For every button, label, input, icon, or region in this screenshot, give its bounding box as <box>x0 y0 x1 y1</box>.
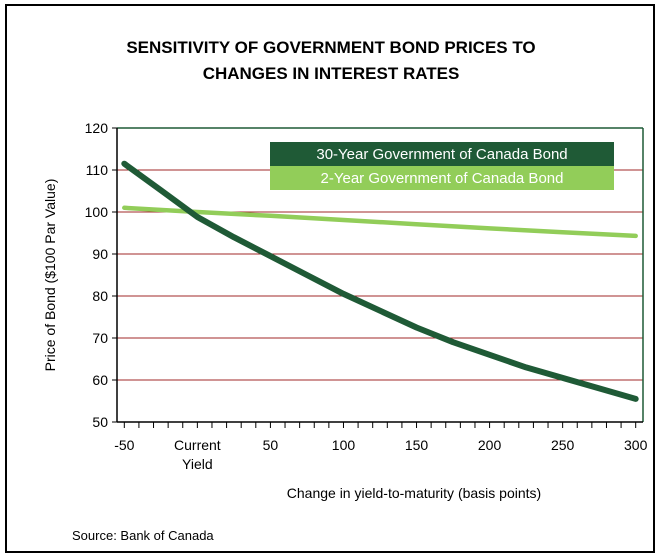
legend-label-2-year: 2-Year Government of Canada Bond <box>321 170 564 187</box>
y-tick-label-100: 100 <box>85 204 109 220</box>
series-line-30-year <box>121 160 639 402</box>
x-tick-label-250: 250 <box>551 437 575 453</box>
x-tick-label-50: 50 <box>263 437 279 453</box>
x-tick-label-300: 300 <box>624 437 648 453</box>
x-tick-label-0: Current <box>174 437 221 453</box>
legend-swatch-30-year <box>270 142 614 166</box>
source-note: Source: Bank of Canada <box>72 528 214 543</box>
chart-title-line-1: SENSITIVITY OF GOVERNMENT BOND PRICES TO <box>126 38 536 57</box>
series-line-2-year <box>122 205 638 239</box>
y-tick-label-90: 90 <box>92 246 108 262</box>
y-tick-label-50: 50 <box>92 414 108 430</box>
legend-label-30-year: 30-Year Government of Canada Bond <box>316 146 567 163</box>
x-tick-label-200: 200 <box>478 437 502 453</box>
x-tick-label-150: 150 <box>405 437 429 453</box>
y-axis-title: Price of Bond ($100 Par Value) <box>42 179 58 372</box>
y-tick-label-120: 120 <box>85 120 109 136</box>
y-tick-label-80: 80 <box>92 288 108 304</box>
x-tick-label-100: 100 <box>332 437 356 453</box>
x-tick-label-0-line2: Yield <box>182 456 213 472</box>
x-tick-label--50: -50 <box>114 437 134 453</box>
chart-frame <box>5 4 655 553</box>
y-tick-label-70: 70 <box>92 330 108 346</box>
chart-title-line-2: CHANGES IN INTEREST RATES <box>202 64 460 83</box>
legend-swatch-2-year <box>270 166 614 190</box>
x-axis-title: Change in yield-to-maturity (basis point… <box>287 485 541 501</box>
y-tick-label-60: 60 <box>92 372 108 388</box>
y-tick-label-110: 110 <box>86 162 109 178</box>
